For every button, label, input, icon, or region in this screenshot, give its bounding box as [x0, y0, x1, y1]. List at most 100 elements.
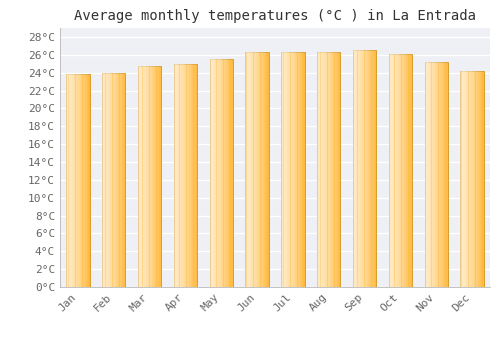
- Bar: [338, 52, 339, 287]
- Bar: [466, 71, 468, 287]
- Bar: [246, 52, 268, 287]
- Bar: [178, 64, 180, 287]
- Bar: [362, 50, 364, 287]
- Bar: [248, 52, 249, 287]
- Bar: [337, 52, 338, 287]
- Bar: [480, 71, 482, 287]
- Bar: [214, 59, 216, 287]
- Bar: [434, 62, 435, 287]
- Bar: [222, 59, 224, 287]
- Bar: [375, 50, 376, 287]
- Bar: [112, 73, 114, 287]
- Bar: [116, 73, 117, 287]
- Bar: [181, 64, 182, 287]
- Bar: [180, 64, 181, 287]
- Bar: [282, 52, 304, 287]
- Title: Average monthly temperatures (°C ) in La Entrada: Average monthly temperatures (°C ) in La…: [74, 9, 476, 23]
- Bar: [138, 66, 161, 287]
- Bar: [124, 73, 126, 287]
- Bar: [397, 54, 398, 287]
- Bar: [266, 52, 268, 287]
- Bar: [227, 59, 228, 287]
- Bar: [366, 50, 367, 287]
- Bar: [213, 59, 214, 287]
- Bar: [192, 64, 194, 287]
- Bar: [175, 64, 176, 287]
- Bar: [354, 50, 356, 287]
- Bar: [66, 75, 68, 287]
- Bar: [339, 52, 340, 287]
- Bar: [408, 54, 410, 287]
- Bar: [296, 52, 298, 287]
- Bar: [72, 75, 74, 287]
- Bar: [424, 62, 448, 287]
- Bar: [329, 52, 330, 287]
- Bar: [246, 52, 248, 287]
- Bar: [264, 52, 265, 287]
- Bar: [220, 59, 221, 287]
- Bar: [430, 62, 432, 287]
- Bar: [436, 62, 438, 287]
- Bar: [364, 50, 366, 287]
- Bar: [389, 54, 412, 287]
- Bar: [374, 50, 375, 287]
- Bar: [285, 52, 286, 287]
- Bar: [84, 75, 85, 287]
- Bar: [107, 73, 108, 287]
- Bar: [150, 66, 152, 287]
- Bar: [110, 73, 112, 287]
- Bar: [263, 52, 264, 287]
- Bar: [320, 52, 322, 287]
- Bar: [473, 71, 474, 287]
- Bar: [88, 75, 90, 287]
- Bar: [318, 52, 320, 287]
- Bar: [230, 59, 232, 287]
- Bar: [70, 75, 71, 287]
- Bar: [398, 54, 400, 287]
- Bar: [145, 66, 146, 287]
- Bar: [260, 52, 262, 287]
- Bar: [184, 64, 186, 287]
- Bar: [258, 52, 260, 287]
- Bar: [109, 73, 110, 287]
- Bar: [68, 75, 70, 287]
- Bar: [79, 75, 80, 287]
- Bar: [210, 59, 211, 287]
- Bar: [295, 52, 296, 287]
- Bar: [478, 71, 479, 287]
- Bar: [118, 73, 120, 287]
- Bar: [326, 52, 328, 287]
- Bar: [317, 52, 340, 287]
- Bar: [74, 75, 76, 287]
- Bar: [426, 62, 427, 287]
- Bar: [218, 59, 219, 287]
- Bar: [102, 73, 104, 287]
- Bar: [153, 66, 154, 287]
- Bar: [262, 52, 263, 287]
- Bar: [460, 71, 462, 287]
- Bar: [142, 66, 144, 287]
- Bar: [301, 52, 302, 287]
- Bar: [389, 54, 390, 287]
- Bar: [400, 54, 402, 287]
- Bar: [446, 62, 448, 287]
- Bar: [156, 66, 158, 287]
- Bar: [186, 64, 188, 287]
- Bar: [288, 52, 290, 287]
- Bar: [120, 73, 122, 287]
- Bar: [211, 59, 212, 287]
- Bar: [367, 50, 368, 287]
- Bar: [78, 75, 79, 287]
- Bar: [464, 71, 465, 287]
- Bar: [391, 54, 392, 287]
- Bar: [293, 52, 294, 287]
- Bar: [406, 54, 407, 287]
- Bar: [294, 52, 295, 287]
- Bar: [174, 64, 175, 287]
- Bar: [427, 62, 428, 287]
- Bar: [370, 50, 372, 287]
- Bar: [144, 66, 145, 287]
- Bar: [317, 52, 318, 287]
- Bar: [443, 62, 444, 287]
- Bar: [482, 71, 484, 287]
